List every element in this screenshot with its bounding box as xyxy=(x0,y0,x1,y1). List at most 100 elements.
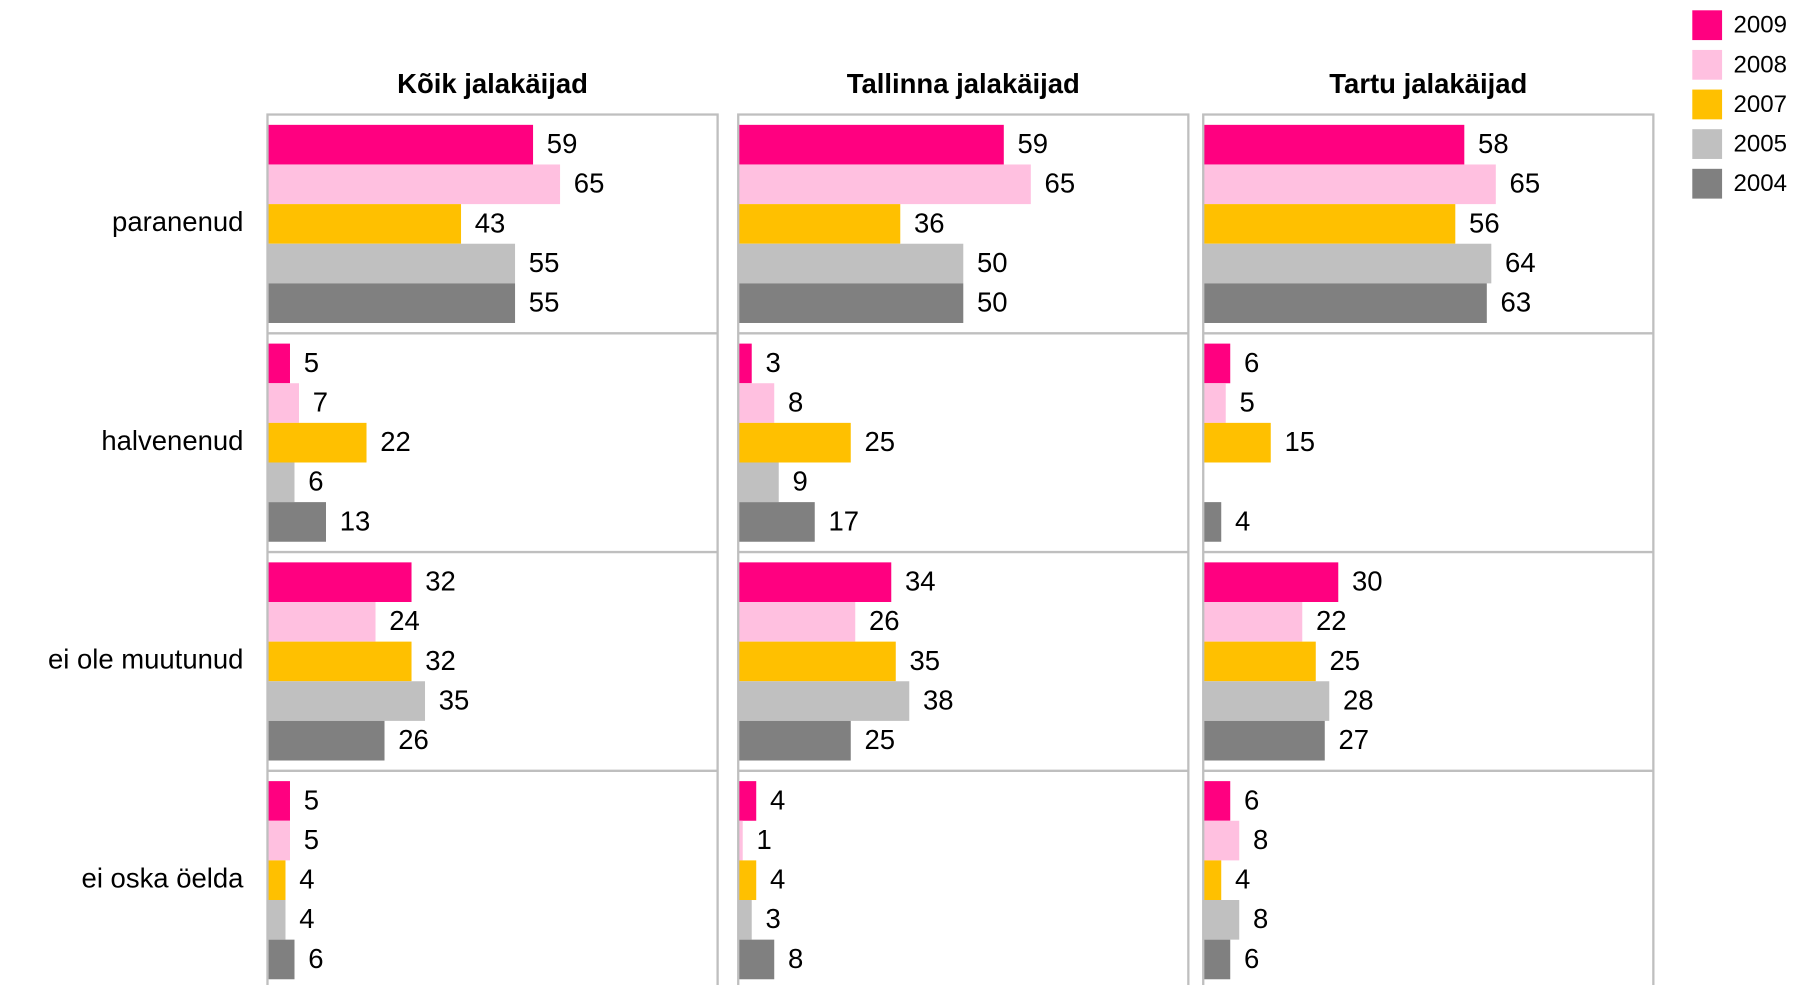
bar xyxy=(1203,641,1316,682)
value-label: 59 xyxy=(1018,128,1049,159)
legend-label: 2009 xyxy=(1734,12,1788,39)
value-label: 24 xyxy=(389,605,420,636)
value-label: 25 xyxy=(864,724,895,755)
value-label: 56 xyxy=(1469,207,1500,238)
bar xyxy=(1203,781,1231,821)
bar xyxy=(738,283,964,323)
bar xyxy=(738,462,779,503)
value-label: 50 xyxy=(977,247,1008,278)
value-label: 43 xyxy=(475,207,506,238)
value-label: 4 xyxy=(770,784,785,815)
value-label: 5 xyxy=(304,784,319,815)
bar xyxy=(267,124,534,165)
value-label: 3 xyxy=(765,903,780,934)
bar xyxy=(267,164,561,205)
value-label: 26 xyxy=(398,724,429,755)
category-label: ei ole muutunud xyxy=(48,644,243,675)
value-label: 5 xyxy=(1239,386,1254,417)
value-label: 55 xyxy=(529,287,560,318)
value-label: 4 xyxy=(770,864,785,895)
panel-title: Tallinna jalakäijad xyxy=(847,68,1080,99)
bar xyxy=(1203,243,1492,284)
value-label: 22 xyxy=(380,426,411,457)
value-label: 5 xyxy=(304,824,319,855)
legend-swatch xyxy=(1692,129,1723,159)
panel-title: Tartu jalakäijad xyxy=(1329,68,1527,99)
bar xyxy=(267,283,516,323)
bar xyxy=(267,641,412,682)
value-label: 7 xyxy=(313,386,328,417)
value-label: 28 xyxy=(1343,684,1374,715)
bar xyxy=(738,502,815,542)
value-label: 30 xyxy=(1352,566,1383,597)
value-label: 35 xyxy=(439,684,470,715)
value-label: 4 xyxy=(299,864,314,895)
bar xyxy=(1203,283,1487,323)
value-label: 32 xyxy=(425,566,456,597)
bar xyxy=(738,124,1004,165)
bar xyxy=(738,939,775,980)
value-label: 36 xyxy=(914,207,945,238)
bar xyxy=(1203,383,1226,423)
bar xyxy=(267,939,295,980)
value-label: 65 xyxy=(1510,168,1541,199)
bar xyxy=(267,502,327,542)
bar xyxy=(267,343,290,384)
value-label: 8 xyxy=(788,943,803,974)
value-label: 4 xyxy=(1235,864,1250,895)
value-label: 27 xyxy=(1339,724,1370,755)
value-label: 4 xyxy=(299,903,314,934)
value-label: 65 xyxy=(574,168,605,199)
bar xyxy=(267,681,426,721)
bar xyxy=(1203,720,1325,761)
value-label: 65 xyxy=(1045,168,1076,199)
value-label: 15 xyxy=(1284,426,1315,457)
bar xyxy=(267,204,462,244)
legend-swatch xyxy=(1692,10,1723,41)
value-label: 8 xyxy=(1253,903,1268,934)
bar xyxy=(267,562,412,602)
bar xyxy=(738,681,910,721)
value-label: 6 xyxy=(1244,347,1259,378)
value-label: 63 xyxy=(1501,287,1532,318)
bar xyxy=(267,462,295,503)
bar xyxy=(1203,422,1271,463)
value-label: 8 xyxy=(1253,824,1268,855)
value-label: 13 xyxy=(340,505,371,536)
value-label: 64 xyxy=(1505,247,1536,278)
bar xyxy=(267,720,385,761)
value-label: 17 xyxy=(828,505,859,536)
panel-title: Kõik jalakäijad xyxy=(397,68,588,99)
legend-label: 2007 xyxy=(1734,91,1788,118)
category-label: ei oska öelda xyxy=(82,862,245,893)
bar xyxy=(738,601,856,642)
bar xyxy=(1203,164,1496,205)
value-label: 58 xyxy=(1478,128,1509,159)
bar xyxy=(1203,502,1222,542)
bar xyxy=(1203,601,1303,642)
bar xyxy=(738,164,1031,205)
bar xyxy=(738,343,752,384)
bar xyxy=(738,820,743,861)
value-label: 35 xyxy=(910,645,941,676)
legend-swatch xyxy=(1692,49,1723,80)
value-label: 1 xyxy=(756,824,771,855)
value-label: 3 xyxy=(765,347,780,378)
value-label: 8 xyxy=(788,386,803,417)
value-label: 5 xyxy=(304,347,319,378)
bar xyxy=(738,383,775,423)
value-label: 25 xyxy=(1330,645,1361,676)
value-label: 26 xyxy=(869,605,900,636)
panel-frame xyxy=(1202,113,1655,985)
value-label: 6 xyxy=(308,466,323,497)
bar xyxy=(738,860,757,901)
panel-frame xyxy=(266,113,719,985)
bar xyxy=(267,243,516,284)
legend-label: 2008 xyxy=(1734,51,1788,78)
legend-label: 2004 xyxy=(1734,170,1788,197)
bar xyxy=(738,422,851,463)
value-label: 59 xyxy=(547,128,578,159)
panel-frame xyxy=(737,113,1190,985)
bar xyxy=(267,383,299,423)
